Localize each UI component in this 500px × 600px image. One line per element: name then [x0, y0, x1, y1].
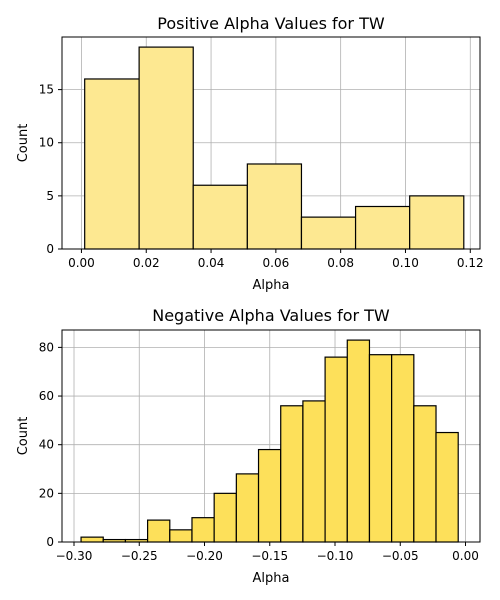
- negative-histogram-bar-15: [413, 405, 437, 543]
- negative-x-tick-label: −0.30: [56, 549, 93, 563]
- positive-y-tick-label: 15: [39, 83, 54, 97]
- positive-histogram-bar-2: [192, 184, 248, 250]
- positive-y-tick-label: 5: [46, 189, 54, 203]
- negative-y-axis-label: Count: [16, 417, 31, 456]
- negative-histogram-bar-3: [147, 519, 171, 543]
- negative-histogram-bar-0: [80, 536, 104, 543]
- positive-histogram-bar-5: [354, 205, 411, 250]
- positive-x-tick-label: 0.00: [68, 256, 95, 270]
- negative-histogram-bar-11: [324, 356, 348, 543]
- negative-plot-frame: [61, 329, 481, 543]
- negative-histogram-bar-16: [435, 431, 459, 543]
- positive-x-tick-label: 0.02: [133, 256, 160, 270]
- negative-histogram-bar-7: [235, 473, 260, 543]
- positive-x-tick-label: 0.08: [327, 256, 354, 270]
- positive-x-tick-label: 0.04: [198, 256, 225, 270]
- negative-x-tick-label: −0.10: [317, 549, 354, 563]
- negative-x-tick-label: −0.05: [382, 549, 419, 563]
- positive-x-tick-label: 0.12: [457, 256, 484, 270]
- positive-histogram-bar-1: [138, 46, 194, 250]
- positive-histogram-bar-6: [409, 195, 465, 250]
- negative-histogram-bar-12: [346, 339, 371, 543]
- positive-bars: [84, 46, 465, 250]
- negative-y-tick-label: 20: [39, 486, 54, 500]
- positive-y-tick-label: 10: [39, 136, 54, 150]
- positive-histogram-bar-0: [84, 78, 140, 250]
- negative-x-tick-label: −0.15: [251, 549, 288, 563]
- negative-y-tick-label: 80: [39, 340, 54, 354]
- positive-x-tick-label: 0.10: [392, 256, 419, 270]
- negative-x-axis-label: Alpha: [253, 571, 290, 586]
- negative-y-ticks: 0 20 40 60 80: [39, 340, 62, 549]
- negative-histogram-bar-4: [169, 529, 193, 543]
- negative-histogram-bar-13: [368, 354, 393, 543]
- positive-histogram-bar-4: [300, 216, 357, 250]
- negative-x-tick-label: −0.20: [186, 549, 223, 563]
- positive-chart-title: Positive Alpha Values for TW: [157, 14, 385, 33]
- negative-alpha-panel: Negative Alpha Values for TW −0.30 −0.25−…: [16, 306, 481, 586]
- positive-y-ticks: 0 5 10 15: [39, 83, 62, 256]
- positive-y-axis-label: Count: [16, 124, 31, 163]
- negative-chart-title: Negative Alpha Values for TW: [152, 306, 390, 325]
- negative-x-ticks: −0.30 −0.25 −0.20 −0.15 −0.10 −0.05 0.00: [56, 542, 479, 563]
- positive-x-tick-label: 0.06: [263, 256, 290, 270]
- positive-alpha-panel: Positive Alpha Values for TW 0.00 0.02 0.0…: [16, 14, 484, 293]
- negative-histogram-bar-9: [280, 405, 304, 543]
- negative-x-tick-label: −0.25: [121, 549, 158, 563]
- negative-x-tick-label: 0.00: [452, 549, 479, 563]
- negative-histogram-bar-8: [257, 448, 282, 543]
- negative-histogram-bar-10: [302, 400, 326, 543]
- negative-histogram-bar-6: [213, 492, 237, 543]
- negative-histogram-bar-5: [191, 517, 215, 543]
- positive-y-tick-label: 0: [46, 242, 54, 256]
- negative-y-tick-label: 60: [39, 389, 54, 403]
- positive-histogram-bar-3: [246, 163, 303, 250]
- negative-histogram-bar-14: [391, 354, 415, 543]
- positive-x-axis-label: Alpha: [253, 278, 290, 293]
- negative-y-tick-label: 40: [39, 438, 54, 452]
- negative-y-tick-label: 0: [46, 535, 54, 549]
- positive-x-ticks: 0.00 0.02 0.04 0.06 0.08 0.10 0.12: [68, 249, 484, 270]
